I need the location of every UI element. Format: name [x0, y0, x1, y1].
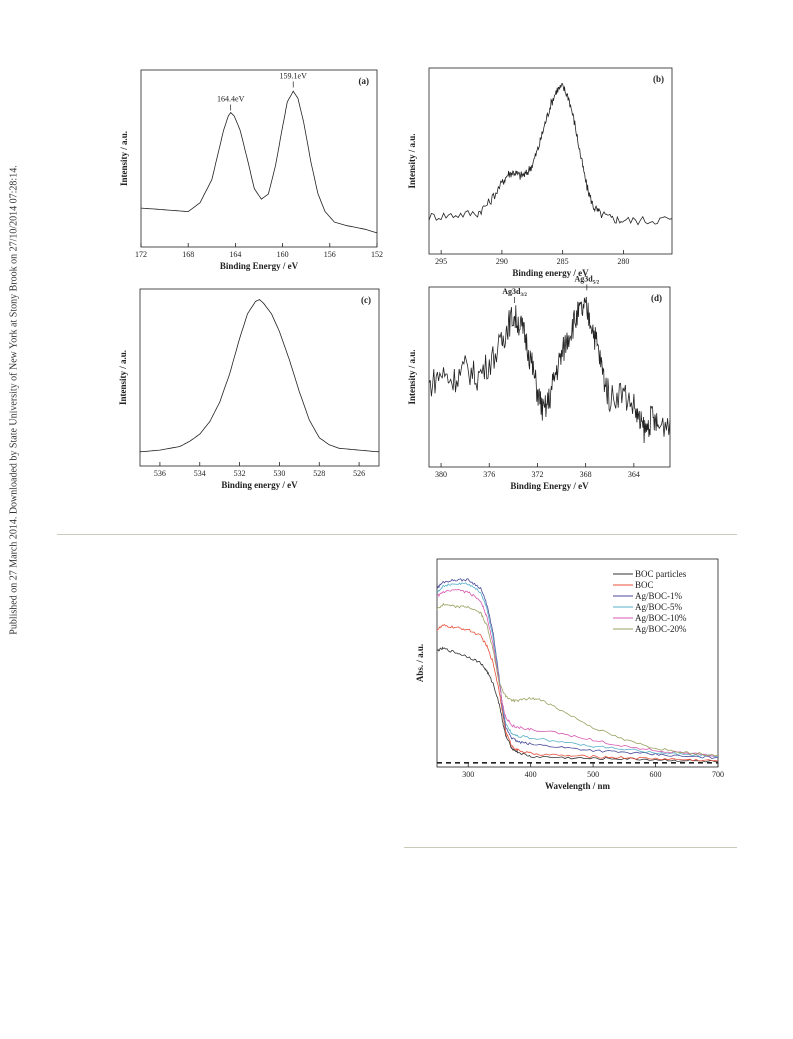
series-line — [139, 299, 380, 453]
chart-panel-d: 380 376 372 368 364 Binding Energy / eV Intens… — [407, 274, 671, 491]
chart-panel-e: 300 400 500 600 700 Wavelength / nm Abs. / a.u… — [415, 558, 724, 791]
y-axis-label: Intensity / a.u. — [407, 349, 417, 404]
series-line-ag-boc-20- — [436, 602, 719, 757]
plot-frame — [436, 558, 719, 768]
legend-entry: Ag/BOC-1% — [635, 591, 683, 601]
x-tick-label: 164 — [229, 250, 241, 259]
peak-annotation: Ag3d5/2 — [575, 274, 600, 285]
peak-annotation: Ag3d3/2 — [502, 287, 527, 298]
x-axis-label: Binding Energy / eV — [510, 481, 589, 491]
x-tick-label: 372 — [531, 470, 543, 479]
series-line-boc — [436, 624, 719, 762]
x-tick-label: 700 — [712, 770, 724, 779]
plot-frame — [428, 286, 671, 468]
plot-frame — [428, 67, 673, 255]
series-line-boc-particles — [436, 646, 719, 763]
x-tick-label: 364 — [628, 470, 640, 479]
legend-entry: Ag/BOC-5% — [635, 602, 683, 612]
x-axis-label: Binding energy / eV — [221, 480, 298, 490]
x-tick-label: 528 — [313, 469, 325, 478]
y-axis-label: Intensity / a.u. — [407, 133, 417, 188]
panel-label: (b) — [653, 74, 664, 84]
panel-label: (d) — [651, 293, 662, 303]
plot-frame — [140, 69, 378, 248]
x-tick-label: 280 — [617, 257, 629, 266]
x-tick-label: 295 — [435, 257, 447, 266]
x-axis-label: Binding Energy / eV — [220, 261, 299, 271]
x-tick-label: 300 — [462, 770, 474, 779]
peak-annotation: 159.1eV — [280, 71, 308, 80]
series-line — [428, 296, 671, 444]
series-line-ag-boc-1- — [436, 578, 719, 759]
x-tick-label: 172 — [135, 250, 147, 259]
x-tick-label: 156 — [324, 250, 336, 259]
x-tick-label: 532 — [234, 469, 246, 478]
x-tick-label: 536 — [154, 469, 166, 478]
legend-entry: BOC particles — [635, 569, 687, 579]
series-line — [140, 90, 378, 234]
panel-label: (a) — [359, 76, 370, 86]
x-tick-label: 530 — [273, 469, 285, 478]
x-tick-label: 285 — [557, 257, 569, 266]
legend-entry: Ag/BOC-20% — [635, 624, 687, 634]
y-axis-label: Abs. / a.u. — [415, 644, 425, 682]
y-axis-label: Intensity / a.u. — [118, 350, 128, 405]
x-tick-label: 526 — [353, 469, 365, 478]
x-axis-label: Wavelength / nm — [545, 781, 611, 791]
x-tick-label: 376 — [483, 470, 495, 479]
y-axis-label: Intensity / a.u. — [119, 131, 129, 186]
x-tick-label: 600 — [650, 770, 662, 779]
x-axis-label: Binding energy / eV — [512, 268, 589, 278]
x-tick-label: 168 — [182, 250, 194, 259]
series-line-ag-boc-5- — [436, 582, 719, 758]
panel-label: (c) — [361, 295, 371, 305]
peak-annotation-subscript: 3/2 — [520, 293, 527, 298]
series-line — [428, 82, 673, 226]
x-tick-label: 368 — [580, 470, 592, 479]
plot-frame — [139, 288, 380, 467]
x-tick-label: 380 — [435, 470, 447, 479]
x-tick-label: 290 — [496, 257, 508, 266]
peak-annotation: 164.4eV — [217, 94, 245, 103]
x-tick-label: 160 — [277, 250, 289, 259]
x-tick-label: 534 — [194, 469, 206, 478]
chart-panel-b: 295 290 285 280 Binding energy / eV Intensity… — [407, 67, 673, 278]
top-divider — [57, 534, 737, 535]
x-tick-label: 152 — [371, 250, 383, 259]
bottom-divider — [404, 847, 737, 848]
chart-panel-c: 536 534 532 530 528 526 Binding energy / eV Int… — [118, 288, 380, 490]
legend-entry: BOC — [635, 580, 654, 590]
x-tick-label: 400 — [525, 770, 537, 779]
legend-entry: Ag/BOC-10% — [635, 613, 687, 623]
series-line-ag-boc-10- — [436, 588, 719, 757]
peak-annotation-subscript: 5/2 — [593, 280, 600, 285]
chart-panel-a: 172 168 164 160 156 152 Binding Energy / eV Int… — [119, 69, 383, 271]
x-tick-label: 500 — [587, 770, 599, 779]
